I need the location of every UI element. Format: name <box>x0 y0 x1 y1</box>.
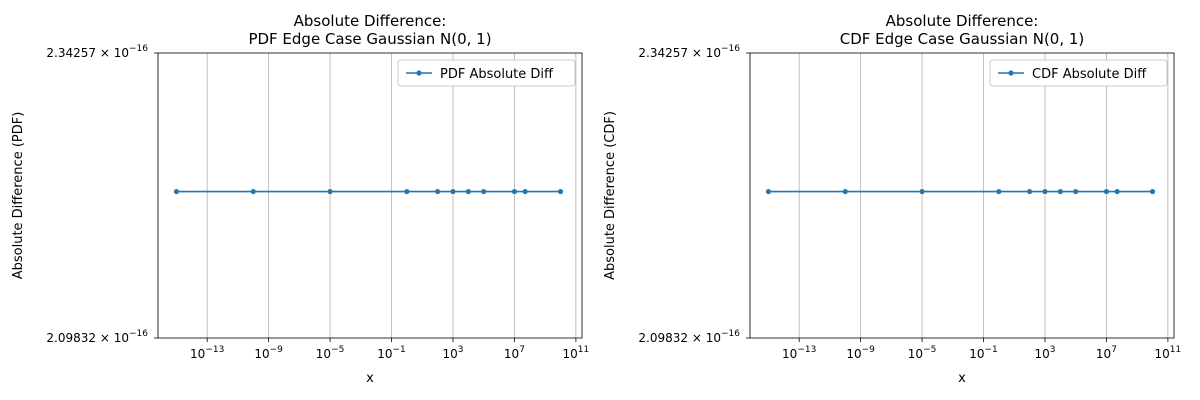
data-point <box>173 188 180 195</box>
x-tick-label: 107 <box>504 345 525 361</box>
x-tick-label: 107 <box>1096 345 1117 361</box>
data-point <box>1057 188 1063 195</box>
chart-panel-2: 10−13 10−9 10−5 10−1 103 107 1011 2.34257 × 10−… <box>603 12 1181 386</box>
chart-subtitle: CDF Edge Case Gaussian N(0, 1) <box>840 30 1085 48</box>
data-point <box>465 188 471 195</box>
legend-box <box>989 59 1168 87</box>
data-point <box>404 188 410 195</box>
x-tick-label: 10−13 <box>782 345 816 361</box>
legend-box <box>397 59 576 87</box>
y-tick-label: 2.34257 × 10−16 <box>638 44 740 60</box>
data-point <box>522 188 528 195</box>
chart-title: Absolute Difference: <box>886 12 1039 30</box>
data-point <box>1149 188 1156 195</box>
data-point <box>1073 188 1079 195</box>
y-axis-label: Absolute Difference (CDF) <box>603 111 618 280</box>
data-point <box>919 188 925 195</box>
legend-label: PDF Absolute Diff <box>440 67 554 82</box>
data-point <box>250 188 256 195</box>
x-tick-label: 10−9 <box>846 345 875 361</box>
data-point <box>557 188 564 195</box>
data-point <box>1114 188 1120 195</box>
legend-marker <box>416 70 422 76</box>
y-axis-label: Absolute Difference (PDF) <box>11 112 26 280</box>
x-tick-label: 10−1 <box>969 345 998 361</box>
data-point <box>842 188 848 195</box>
data-point <box>1027 188 1033 195</box>
x-axis-label: x <box>958 371 966 386</box>
data-point <box>1042 188 1048 195</box>
x-tick-label: 1011 <box>1155 345 1182 361</box>
x-tick-label: 103 <box>442 345 463 361</box>
chart-panel-1: 10−13 10−9 10−5 10−1 103 107 1011 2.34257 × 10−… <box>11 12 589 386</box>
chart-title: Absolute Difference: <box>294 12 447 30</box>
x-axis-label: x <box>366 371 374 386</box>
data-point <box>435 188 441 195</box>
y-tick-label: 2.34257 × 10−16 <box>46 44 148 60</box>
data-point <box>996 188 1002 195</box>
axes-frame <box>157 52 583 339</box>
x-tick-label: 103 <box>1034 345 1055 361</box>
data-point <box>511 188 518 195</box>
legend-label: CDF Absolute Diff <box>1032 67 1147 82</box>
x-tick-label: 10−13 <box>190 345 224 361</box>
x-tick-label: 10−5 <box>908 345 937 361</box>
data-point <box>765 188 772 195</box>
x-tick-label: 10−1 <box>377 345 406 361</box>
x-tick-label: 10−9 <box>254 345 283 361</box>
x-tick-label: 10−5 <box>316 345 345 361</box>
y-tick-label: 2.09832 × 10−16 <box>46 329 148 345</box>
data-point <box>327 188 333 195</box>
y-tick-label: 2.09832 × 10−16 <box>638 329 740 345</box>
chart-subtitle: PDF Edge Case Gaussian N(0, 1) <box>248 30 491 48</box>
data-point <box>1103 188 1110 195</box>
legend-marker <box>1008 70 1014 76</box>
x-tick-label: 1011 <box>563 345 590 361</box>
data-point <box>481 188 487 195</box>
data-point <box>450 188 456 195</box>
axes-frame <box>749 52 1175 339</box>
